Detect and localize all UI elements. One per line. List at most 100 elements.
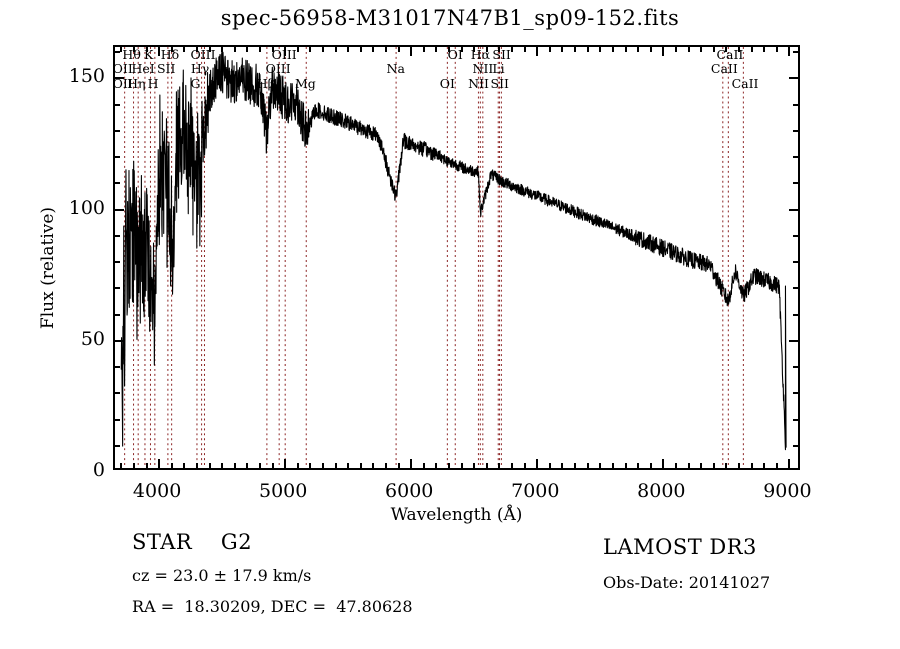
x-tick — [712, 463, 715, 468]
x-tick — [385, 463, 388, 468]
y-tick — [115, 287, 120, 290]
x-tick — [170, 463, 173, 468]
coordinates: RA = 18.30209, DEC = 47.80628 — [132, 597, 413, 616]
line-label-oiii: OIII — [190, 47, 216, 62]
x-tick — [611, 463, 614, 468]
x-tick-top — [271, 47, 274, 52]
x-tick — [548, 463, 551, 468]
x-tick-top — [435, 47, 438, 52]
y-tick-right — [793, 261, 798, 264]
x-tick-top — [448, 47, 451, 52]
x-tick — [599, 463, 602, 468]
x-tick — [511, 463, 514, 468]
x-tick-top — [548, 47, 551, 52]
y-tick — [115, 418, 120, 421]
line-label-h: H — [147, 76, 159, 91]
redshift-velocity: cz = 23.0 ± 17.9 km/s — [132, 566, 312, 585]
x-tick-top — [158, 47, 161, 56]
y-tick-right — [789, 208, 798, 211]
x-tick — [233, 463, 236, 468]
line-label-caii: CaII — [716, 47, 744, 62]
y-tick — [115, 182, 120, 185]
y-tick-label: 100 — [68, 196, 105, 219]
x-tick-label: 9000 — [763, 480, 812, 502]
x-tick-label: 8000 — [637, 480, 686, 502]
line-marker-group — [124, 47, 744, 468]
x-tick — [498, 463, 501, 468]
x-tick — [523, 463, 526, 468]
x-tick-top — [511, 47, 514, 52]
line-label-h: Hα — [470, 47, 491, 62]
y-tick — [115, 156, 120, 159]
line-label-na: Na — [386, 61, 405, 76]
x-tick-top — [473, 47, 476, 52]
line-label-nii: NII — [472, 61, 494, 76]
x-tick-top — [334, 47, 337, 52]
x-tick — [624, 463, 627, 468]
x-tick-top — [788, 47, 791, 56]
x-tick-top — [763, 47, 766, 52]
line-label-h: Hη — [127, 76, 146, 91]
x-tick-top — [410, 47, 413, 56]
x-tick-top — [574, 47, 577, 52]
x-tick-top — [422, 47, 425, 52]
line-label-li: Li — [492, 61, 505, 76]
y-tick-right — [793, 103, 798, 106]
x-tick — [296, 463, 299, 468]
x-tick-top — [712, 47, 715, 52]
y-tick — [115, 444, 120, 447]
x-tick — [485, 463, 488, 468]
y-tick-right — [793, 51, 798, 54]
x-tick — [750, 463, 753, 468]
x-tick-top — [649, 47, 652, 52]
y-tick — [115, 313, 120, 316]
y-tick-right — [793, 444, 798, 447]
spectrum-svg — [120, 47, 787, 468]
line-label-nii: NII — [468, 76, 489, 91]
y-tick-right — [793, 392, 798, 395]
x-tick-top — [195, 47, 198, 52]
x-tick-top — [725, 47, 728, 52]
x-tick-top — [233, 47, 236, 52]
x-tick-top — [359, 47, 362, 52]
x-tick — [536, 459, 539, 468]
y-tick — [115, 103, 120, 106]
x-tick-top — [498, 47, 501, 52]
x-tick — [687, 463, 690, 468]
x-tick-top — [397, 47, 400, 52]
x-tick-label: 5000 — [258, 480, 308, 502]
x-tick — [334, 463, 337, 468]
y-tick — [115, 234, 120, 237]
x-tick — [448, 463, 451, 468]
x-tick — [763, 463, 766, 468]
x-tick-top — [674, 47, 677, 52]
x-tick — [258, 463, 261, 468]
y-tick-right — [793, 366, 798, 369]
x-tick — [145, 463, 148, 468]
line-label-h: Hθ — [122, 47, 141, 62]
x-tick — [246, 463, 249, 468]
line-label-sii: SII — [156, 61, 176, 76]
y-tick — [115, 77, 124, 80]
line-label-hei: HeI — [131, 61, 155, 76]
x-tick — [359, 463, 362, 468]
x-tick-top — [385, 47, 388, 52]
plot-area — [113, 45, 800, 470]
x-tick-top — [624, 47, 627, 52]
line-label-oiii: OIII — [265, 61, 291, 76]
x-tick-label: 7000 — [511, 480, 560, 502]
x-tick — [321, 463, 324, 468]
x-tick — [284, 459, 287, 468]
x-tick-top — [536, 47, 539, 56]
x-tick-top — [372, 47, 375, 52]
line-label-oii: OII — [112, 61, 133, 76]
flux-curve — [120, 51, 787, 451]
x-tick-top — [258, 47, 261, 52]
y-tick-label: 150 — [68, 65, 105, 88]
x-tick — [208, 463, 211, 468]
footer-left: STAR G2 cz = 23.0 ± 17.9 km/s RA = 18.30… — [132, 530, 413, 616]
y-tick — [115, 208, 124, 211]
y-tick-right — [793, 234, 798, 237]
line-label-h: Hβ — [256, 76, 275, 91]
